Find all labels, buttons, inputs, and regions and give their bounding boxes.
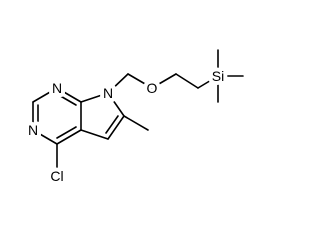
structure: N N Cl N O Si bbox=[24, 49, 244, 188]
bond bbox=[105, 115, 119, 134]
bond bbox=[32, 129, 58, 145]
atom-label: N bbox=[52, 80, 62, 96]
atom-label: Cl bbox=[50, 168, 63, 184]
bond bbox=[151, 73, 177, 89]
bond bbox=[175, 73, 199, 89]
bond bbox=[56, 126, 77, 139]
bond bbox=[107, 73, 129, 94]
bond bbox=[107, 115, 125, 140]
bond bbox=[56, 93, 77, 106]
atom-label: N bbox=[28, 122, 38, 138]
atom-labels: N N Cl N O Si bbox=[24, 64, 228, 188]
bond bbox=[123, 115, 149, 131]
bond bbox=[56, 129, 82, 145]
bond bbox=[107, 92, 125, 117]
atom-label: Si bbox=[212, 68, 224, 84]
atom-label: N bbox=[103, 85, 113, 101]
bond bbox=[80, 92, 109, 103]
bond bbox=[56, 87, 82, 103]
bond bbox=[197, 75, 219, 89]
atom-label: O bbox=[147, 80, 158, 96]
bond bbox=[32, 87, 58, 103]
bond bbox=[80, 129, 109, 140]
bond bbox=[127, 73, 153, 89]
bonds bbox=[32, 49, 244, 173]
